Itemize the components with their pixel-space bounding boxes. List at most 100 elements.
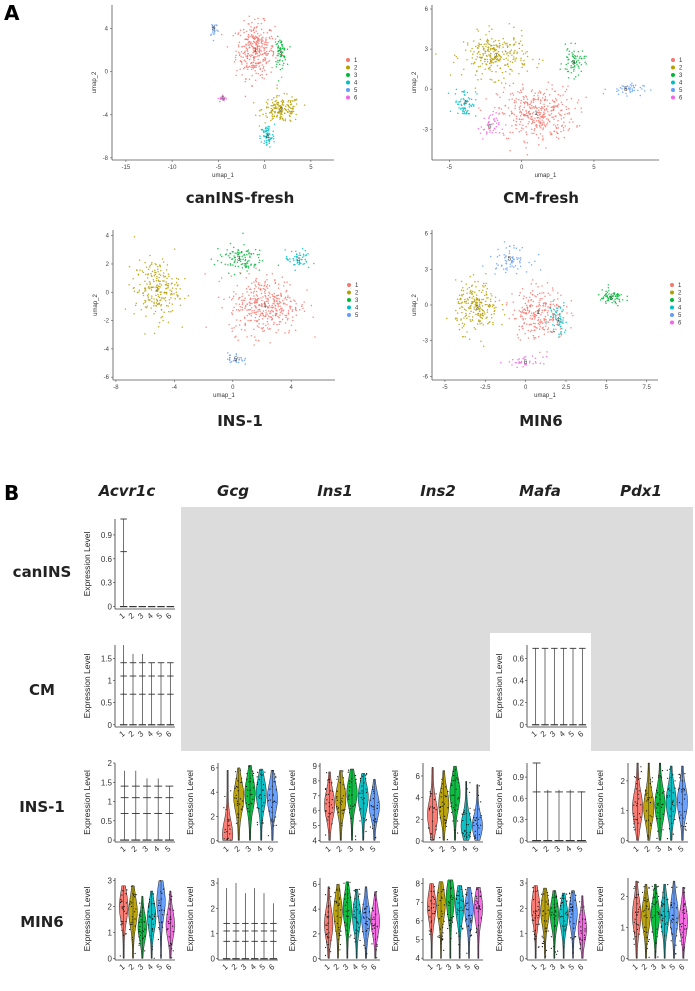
cluster-point <box>553 130 556 133</box>
cluster-point <box>481 312 484 315</box>
cluster-point <box>563 331 566 333</box>
cluster-point <box>155 272 157 274</box>
cluster-point <box>533 119 535 122</box>
cluster-point <box>520 127 523 129</box>
cell-point <box>565 924 567 926</box>
cluster-point <box>465 314 468 316</box>
cluster-point <box>246 253 248 256</box>
cell-point <box>470 929 472 931</box>
cell-point <box>158 927 160 929</box>
cell-point <box>448 902 450 904</box>
cluster-point <box>567 129 570 131</box>
x-tick-label: 2.5 <box>562 385 571 391</box>
cluster-point <box>265 300 268 303</box>
cluster-point <box>275 96 278 98</box>
cluster-point <box>521 108 524 111</box>
cell-point <box>339 890 341 892</box>
cluster-point <box>507 54 510 57</box>
cluster-point <box>476 323 479 325</box>
cell-point <box>327 816 329 818</box>
cluster-point <box>150 286 153 289</box>
cell-point <box>256 824 259 826</box>
cluster-point <box>621 91 624 93</box>
cell-point <box>470 914 472 916</box>
cell-point <box>470 921 472 923</box>
cluster-point <box>528 121 530 123</box>
cluster-point <box>512 36 515 39</box>
cell-point <box>161 892 163 895</box>
cluster-point <box>145 266 148 269</box>
cluster-point <box>170 311 172 313</box>
cluster-point <box>544 309 547 311</box>
cluster-point <box>273 107 276 110</box>
x-tick-label: -4 <box>172 385 178 391</box>
cell-point <box>159 904 161 907</box>
cell-point <box>338 929 340 931</box>
cluster-point <box>162 297 164 299</box>
cell-point <box>633 819 635 821</box>
cell-point <box>349 936 351 938</box>
cell-point <box>143 930 145 932</box>
cell-point <box>131 885 133 888</box>
cluster-point <box>279 105 281 107</box>
cell-point <box>480 824 482 826</box>
cell-point <box>368 919 370 921</box>
cluster-tick-label: 5 <box>155 611 165 621</box>
cluster-point <box>144 280 146 282</box>
cluster-point <box>492 323 494 326</box>
cluster-point <box>244 266 247 269</box>
cluster-point <box>281 117 284 120</box>
cell-point <box>166 913 168 915</box>
cell-point <box>456 911 458 913</box>
cluster-point <box>538 308 541 310</box>
cell-point <box>140 919 142 921</box>
cluster-tick-label: 1 <box>529 962 539 972</box>
cluster-point <box>542 292 545 294</box>
cell-point <box>121 906 123 908</box>
cluster-point <box>486 58 489 61</box>
cluster-tick-label: 2 <box>127 611 137 621</box>
cell-point <box>371 918 373 920</box>
y-tick-label: 0 <box>520 721 525 730</box>
cluster-point <box>276 84 278 86</box>
cluster-point <box>168 302 171 304</box>
cluster-point <box>477 30 480 32</box>
cluster-point <box>535 282 537 285</box>
cluster-point <box>550 315 552 318</box>
cluster-point <box>495 125 498 128</box>
cell-point <box>672 810 674 813</box>
cell-point <box>479 908 481 910</box>
cell-point <box>171 957 173 959</box>
cell-point <box>125 933 127 935</box>
cluster-point <box>483 286 485 288</box>
cluster-point <box>274 279 276 281</box>
cell-point <box>561 901 564 904</box>
cluster-point <box>545 322 547 325</box>
cluster-point <box>478 289 480 292</box>
y-tick-label: 6 <box>416 772 421 781</box>
cluster-tick-label: 5 <box>163 844 173 854</box>
cell-point <box>684 773 686 775</box>
cluster-point <box>254 18 256 21</box>
cluster-point <box>276 94 278 97</box>
cluster-point <box>491 28 493 31</box>
y-tick-label: 0.2 <box>513 699 525 708</box>
cluster-point <box>262 326 265 329</box>
cluster-point <box>603 294 606 297</box>
cluster-point <box>255 267 257 270</box>
cluster-point <box>220 97 223 100</box>
cluster-point <box>283 62 285 65</box>
cluster-point <box>486 288 488 290</box>
cluster-point <box>291 310 294 312</box>
cluster-point <box>631 90 633 93</box>
cluster-point <box>254 248 257 251</box>
cluster-point <box>257 58 259 61</box>
cell-point <box>331 782 333 784</box>
cluster-point <box>557 137 560 140</box>
cluster-point <box>279 59 281 61</box>
cluster-point <box>469 312 471 315</box>
cluster-point <box>276 116 278 118</box>
cell-point <box>157 915 159 917</box>
cluster-point <box>536 126 538 128</box>
cell-point <box>171 944 173 946</box>
